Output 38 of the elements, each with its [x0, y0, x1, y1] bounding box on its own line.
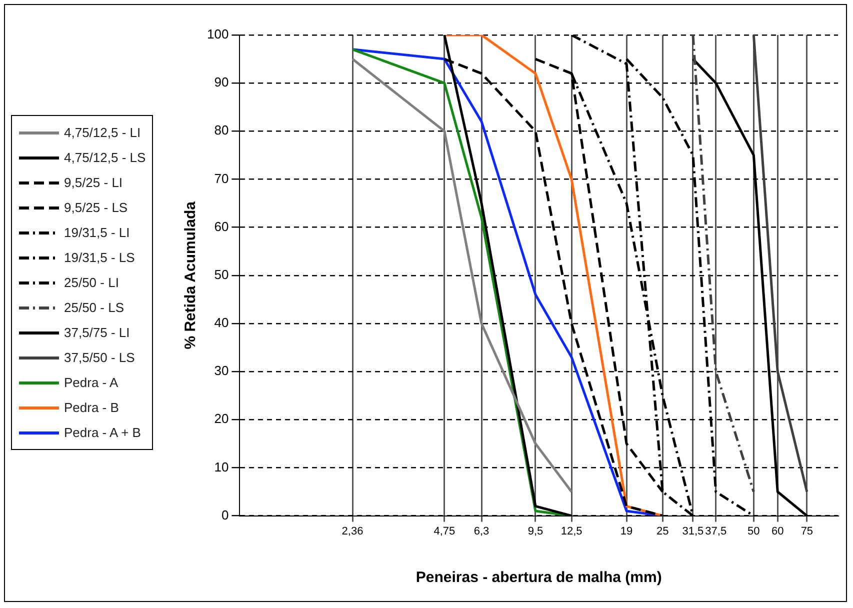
legend-label: 37,5/75 - LI	[64, 325, 130, 340]
legend-label: 19/31,5 - LS	[64, 250, 135, 265]
x-tick-label: 31,5	[682, 525, 704, 538]
x-tick-label: 75	[800, 525, 814, 538]
y-tick-label: 90	[214, 74, 229, 90]
x-tick-label: 37,5	[705, 525, 727, 538]
x-tick-label: 12,5	[560, 525, 582, 538]
legend-label: 9,5/25 - LI	[64, 175, 123, 190]
legend-label: 9,5/25 - LS	[64, 200, 128, 215]
y-tick-label: 10	[214, 459, 229, 474]
legend-label: 4,75/12,5 - LS	[64, 150, 146, 165]
legend-label: Pedra - A	[64, 375, 118, 390]
y-tick-label: 50	[214, 266, 229, 282]
legend-label: 25/50 - LS	[64, 300, 124, 315]
y-tick-label: 0	[221, 507, 229, 522]
legend-label: Pedra - A + B	[64, 425, 141, 440]
y-tick-label: 40	[214, 315, 229, 330]
x-tick-label: 9,5	[528, 525, 544, 538]
x-tick-label: 25	[656, 525, 669, 538]
y-tick-label: 70	[214, 170, 229, 186]
y-tick-label: 30	[214, 363, 229, 378]
y-tick-label: 20	[214, 411, 229, 426]
x-tick-label: 60	[772, 525, 784, 538]
legend-label: Pedra - B	[64, 400, 119, 415]
legend-label: 19/31,5 - LI	[64, 225, 130, 240]
x-tick-label: 2,36	[342, 525, 364, 538]
y-tick-label: 60	[214, 218, 229, 234]
y-tick-label: 100	[206, 26, 229, 42]
legend-label: 25/50 - LI	[64, 275, 119, 290]
x-tick-label: 6,3	[474, 525, 490, 538]
x-tick-label: 19	[620, 525, 633, 538]
y-axis-title: % Retida Acumulada	[182, 200, 200, 350]
y-tick-label: 80	[214, 122, 229, 138]
x-tick-label: 4,75	[434, 525, 456, 538]
x-axis-title: Peneiras - abertura de malha (mm)	[416, 569, 662, 586]
legend-label: 37,5/50 - LS	[64, 350, 135, 365]
legend-label: 4,75/12,5 - LI	[64, 125, 141, 140]
x-tick-label: 50	[748, 525, 760, 538]
